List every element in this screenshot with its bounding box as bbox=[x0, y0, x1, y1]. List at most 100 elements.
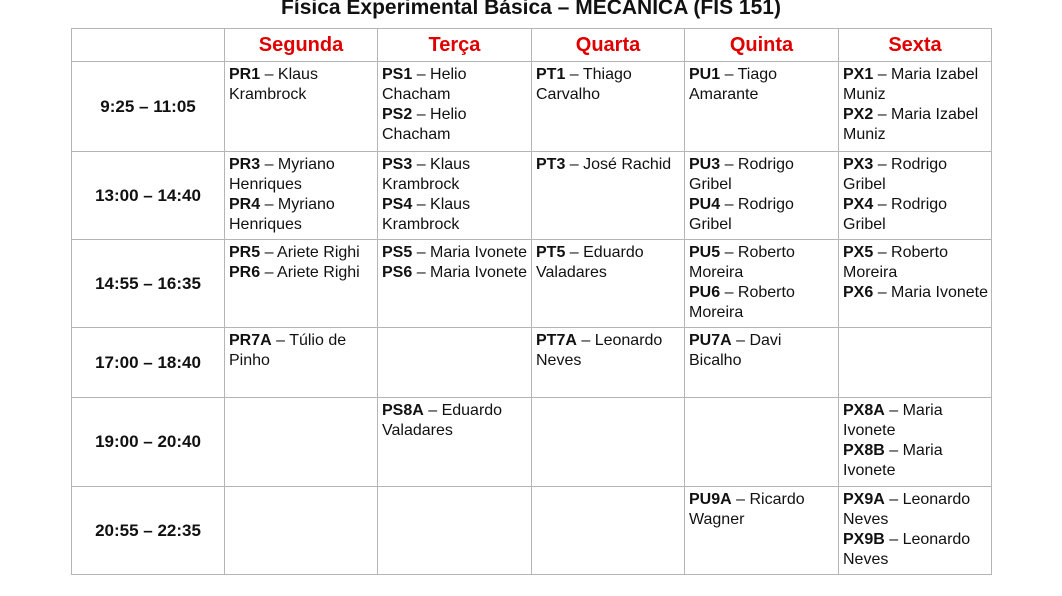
class-code: PR3 bbox=[229, 156, 261, 173]
schedule-cell: PS1 – Helio Chacham PS2 – Helio Chacham bbox=[377, 61, 532, 152]
class-entry: PR6 – Ariete Righi bbox=[229, 263, 375, 283]
schedule-cell: PT5 – Eduardo Valadares bbox=[531, 239, 685, 328]
schedule-cell bbox=[838, 327, 992, 398]
class-code: PU6 bbox=[689, 284, 721, 301]
instructor-name: – Klaus Krambrock bbox=[382, 156, 471, 193]
class-code: PR7A bbox=[229, 332, 272, 349]
class-entry: PU9A – Ricardo Wagner bbox=[689, 490, 836, 530]
class-code: PT1 bbox=[536, 66, 566, 83]
class-entry: PR3 – Myriano Henriques bbox=[229, 155, 375, 195]
table-row: 13:00 – 14:40 PR3 – Myriano Henriques PR4 … bbox=[71, 151, 992, 240]
class-code: PU5 bbox=[689, 244, 721, 261]
class-code: PS3 bbox=[382, 156, 413, 173]
class-entry: PS2 – Helio Chacham bbox=[382, 105, 529, 145]
class-entry: PX2 – Maria Izabel Muniz bbox=[843, 105, 989, 145]
class-code: PR1 bbox=[229, 66, 261, 83]
schedule-cell: PU9A – Ricardo Wagner bbox=[684, 486, 839, 575]
schedule-table: Segunda Terça Quarta Quinta Sexta 9:25 – 11:… bbox=[71, 28, 992, 575]
instructor-name: – Helio Chacham bbox=[382, 106, 467, 143]
class-code: PR6 bbox=[229, 264, 261, 281]
schedule-cell: PX9A – Leonardo Neves PX9B – Leonardo Nev… bbox=[838, 486, 992, 575]
instructor-name: – Maria Ivonete bbox=[412, 264, 527, 281]
table-row: 9:25 – 11:05 PR1 – Klaus Krambrock PS1 – H… bbox=[71, 61, 992, 152]
instructor-name: – Eduardo Valadares bbox=[382, 402, 503, 439]
class-entry: PX5 – Roberto Moreira bbox=[843, 243, 989, 283]
class-entry: PR5 – Ariete Righi bbox=[229, 243, 375, 263]
instructor-name: – Davi Bicalho bbox=[689, 332, 782, 369]
table-row: 19:00 – 20:40 PS8A – Eduardo Valadares PX8… bbox=[71, 397, 992, 487]
class-entry: PT3 – José Rachid bbox=[536, 155, 682, 175]
schedule-cell: PU7A – Davi Bicalho bbox=[684, 327, 839, 398]
instructor-name: – Maria Izabel Muniz bbox=[843, 66, 979, 103]
schedule-cell bbox=[224, 486, 378, 575]
class-entry: PX9B – Leonardo Neves bbox=[843, 530, 989, 570]
instructor-name: – Leonardo Neves bbox=[843, 531, 971, 568]
schedule-cell: PR5 – Ariete Righi PR6 – Ariete Righi bbox=[224, 239, 378, 328]
schedule-cell: PR1 – Klaus Krambrock bbox=[224, 61, 378, 152]
class-entry: PU4 – Rodrigo Gribel bbox=[689, 195, 836, 235]
class-entry: PU7A – Davi Bicalho bbox=[689, 331, 836, 371]
class-entry: PU3 – Rodrigo Gribel bbox=[689, 155, 836, 195]
time-slot: 20:55 – 22:35 bbox=[71, 486, 225, 575]
class-code: PX9B bbox=[843, 531, 885, 548]
class-code: PX5 bbox=[843, 244, 874, 261]
class-entry: PX8A – Maria Ivonete bbox=[843, 401, 989, 441]
schedule-cell: PX5 – Roberto Moreira PX6 – Maria Ivonete bbox=[838, 239, 992, 328]
instructor-name: – Maria Ivonete bbox=[873, 284, 988, 301]
class-entry: PX6 – Maria Ivonete bbox=[843, 283, 989, 303]
schedule-cell bbox=[531, 397, 685, 487]
class-code: PT7A bbox=[536, 332, 577, 349]
instructor-name: – José Rachid bbox=[565, 156, 672, 173]
class-entry: PS4 – Klaus Krambrock bbox=[382, 195, 529, 235]
instructor-name: – Rodrigo Gribel bbox=[843, 196, 948, 233]
table-row: 20:55 – 22:35 PU9A – Ricardo Wagner PX9A –… bbox=[71, 486, 992, 575]
instructor-name: – Rodrigo Gribel bbox=[843, 156, 948, 193]
schedule-cell: PR3 – Myriano Henriques PR4 – Myriano Hen… bbox=[224, 151, 378, 240]
class-code: PX8A bbox=[843, 402, 885, 419]
page-title: Física Experimental Básica – MECÂNICA (F… bbox=[281, 0, 781, 19]
class-entry: PS6 – Maria Ivonete bbox=[382, 263, 529, 283]
schedule-cell: PS5 – Maria Ivonete PS6 – Maria Ivonete bbox=[377, 239, 532, 328]
schedule-cell: PT1 – Thiago Carvalho bbox=[531, 61, 685, 152]
day-header-sexta: Sexta bbox=[838, 28, 992, 62]
instructor-name: – Ariete Righi bbox=[260, 264, 360, 281]
instructor-name: – Leonardo Neves bbox=[536, 332, 663, 369]
class-entry: PU5 – Roberto Moreira bbox=[689, 243, 836, 283]
class-code: PS1 bbox=[382, 66, 413, 83]
instructor-name: – Ariete Righi bbox=[260, 244, 360, 261]
class-code: PU3 bbox=[689, 156, 721, 173]
schedule-cell: PR7A – Túlio de Pinho bbox=[224, 327, 378, 398]
class-code: PU1 bbox=[689, 66, 721, 83]
table-row: 14:55 – 16:35 PR5 – Ariete Righi PR6 – Ari… bbox=[71, 239, 992, 328]
class-entry: PT7A – Leonardo Neves bbox=[536, 331, 682, 371]
time-slot: 9:25 – 11:05 bbox=[71, 61, 225, 152]
instructor-name: – Maria Ivonete bbox=[843, 442, 943, 479]
class-entry: PR1 – Klaus Krambrock bbox=[229, 65, 375, 105]
class-entry: PR4 – Myriano Henriques bbox=[229, 195, 375, 235]
class-code: PR4 bbox=[229, 196, 261, 213]
class-code: PX3 bbox=[843, 156, 874, 173]
instructor-name: – Rodrigo Gribel bbox=[689, 156, 794, 193]
instructor-name: – Eduardo Valadares bbox=[536, 244, 644, 281]
class-code: PS2 bbox=[382, 106, 413, 123]
day-header-quarta: Quarta bbox=[531, 28, 685, 62]
schedule-cell: PT3 – José Rachid bbox=[531, 151, 685, 240]
day-header-segunda: Segunda bbox=[224, 28, 378, 62]
class-code: PS6 bbox=[382, 264, 413, 281]
schedule-cell bbox=[684, 397, 839, 487]
class-entry: PU1 – Tiago Amarante bbox=[689, 65, 836, 105]
schedule-cell: PT7A – Leonardo Neves bbox=[531, 327, 685, 398]
instructor-name: – Roberto Moreira bbox=[689, 244, 795, 281]
header-row: Segunda Terça Quarta Quinta Sexta bbox=[71, 28, 992, 62]
schedule-cell: PS8A – Eduardo Valadares bbox=[377, 397, 532, 487]
class-entry: PT1 – Thiago Carvalho bbox=[536, 65, 682, 105]
instructor-name: – Myriano Henriques bbox=[229, 196, 335, 233]
class-entry: PX4 – Rodrigo Gribel bbox=[843, 195, 989, 235]
schedule-cell bbox=[377, 327, 532, 398]
time-slot: 17:00 – 18:40 bbox=[71, 327, 225, 398]
instructor-name: – Maria Ivonete bbox=[843, 402, 943, 439]
class-code: PU4 bbox=[689, 196, 721, 213]
class-entry: PX3 – Rodrigo Gribel bbox=[843, 155, 989, 195]
class-code: PS8A bbox=[382, 402, 424, 419]
class-entry: PU6 – Roberto Moreira bbox=[689, 283, 836, 323]
